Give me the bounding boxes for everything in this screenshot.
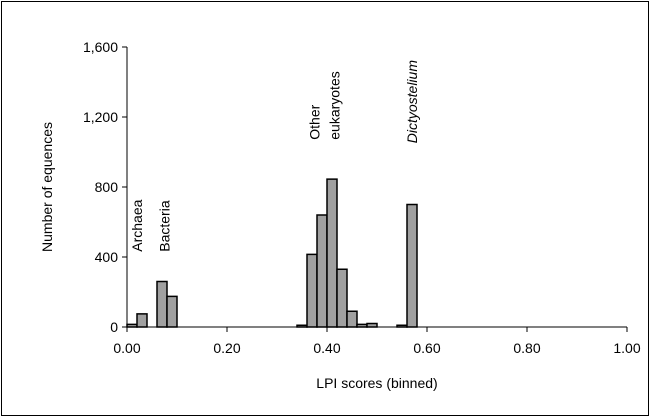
bar-9 bbox=[346, 310, 358, 328]
annotation-other: Other bbox=[307, 104, 323, 139]
bar-2 bbox=[156, 280, 168, 328]
annotation-archaea: Archaea bbox=[129, 199, 145, 251]
x-tick-label-0: 0.00 bbox=[113, 340, 140, 356]
bar-6 bbox=[316, 214, 328, 328]
y-tick-label-0: 0 bbox=[110, 319, 118, 335]
axes-group bbox=[126, 47, 627, 328]
y-tick-label-2: 800 bbox=[95, 179, 119, 195]
y-tick-label-1: 400 bbox=[95, 249, 119, 265]
y-tick-label-3: 1,200 bbox=[83, 109, 118, 125]
x-tick-label-3: 0.60 bbox=[413, 340, 440, 356]
annotation-bacteria: Bacteria bbox=[157, 200, 173, 252]
bar-5 bbox=[306, 253, 318, 328]
annotations-group: Archaea Bacteria Other eukaryotes Dictyostel… bbox=[129, 60, 420, 252]
bar-1 bbox=[136, 313, 148, 328]
annotation-dictyostelium: Dictyostelium bbox=[404, 60, 420, 144]
x-tick-label-1: 0.20 bbox=[213, 340, 240, 356]
ticks-group: 0 400 800 1,200 1,600 0.00 0.20 0.40 0.60 0.80 1.0… bbox=[83, 39, 641, 356]
x-tick-label-2: 0.40 bbox=[313, 340, 340, 356]
bar-13 bbox=[406, 203, 418, 328]
x-axis-label: LPI scores (binned) bbox=[316, 375, 437, 391]
bar-8 bbox=[336, 268, 348, 328]
x-tick-label-4: 0.80 bbox=[513, 340, 540, 356]
annotation-eukaryotes: eukaryotes bbox=[327, 71, 343, 139]
bar-11 bbox=[366, 322, 378, 328]
bar-3 bbox=[166, 295, 178, 328]
y-tick-label-4: 1,600 bbox=[83, 39, 118, 55]
x-tick-label-5: 1.00 bbox=[613, 340, 640, 356]
bar-7 bbox=[326, 178, 338, 328]
y-axis-label: Number of equences bbox=[39, 122, 55, 252]
